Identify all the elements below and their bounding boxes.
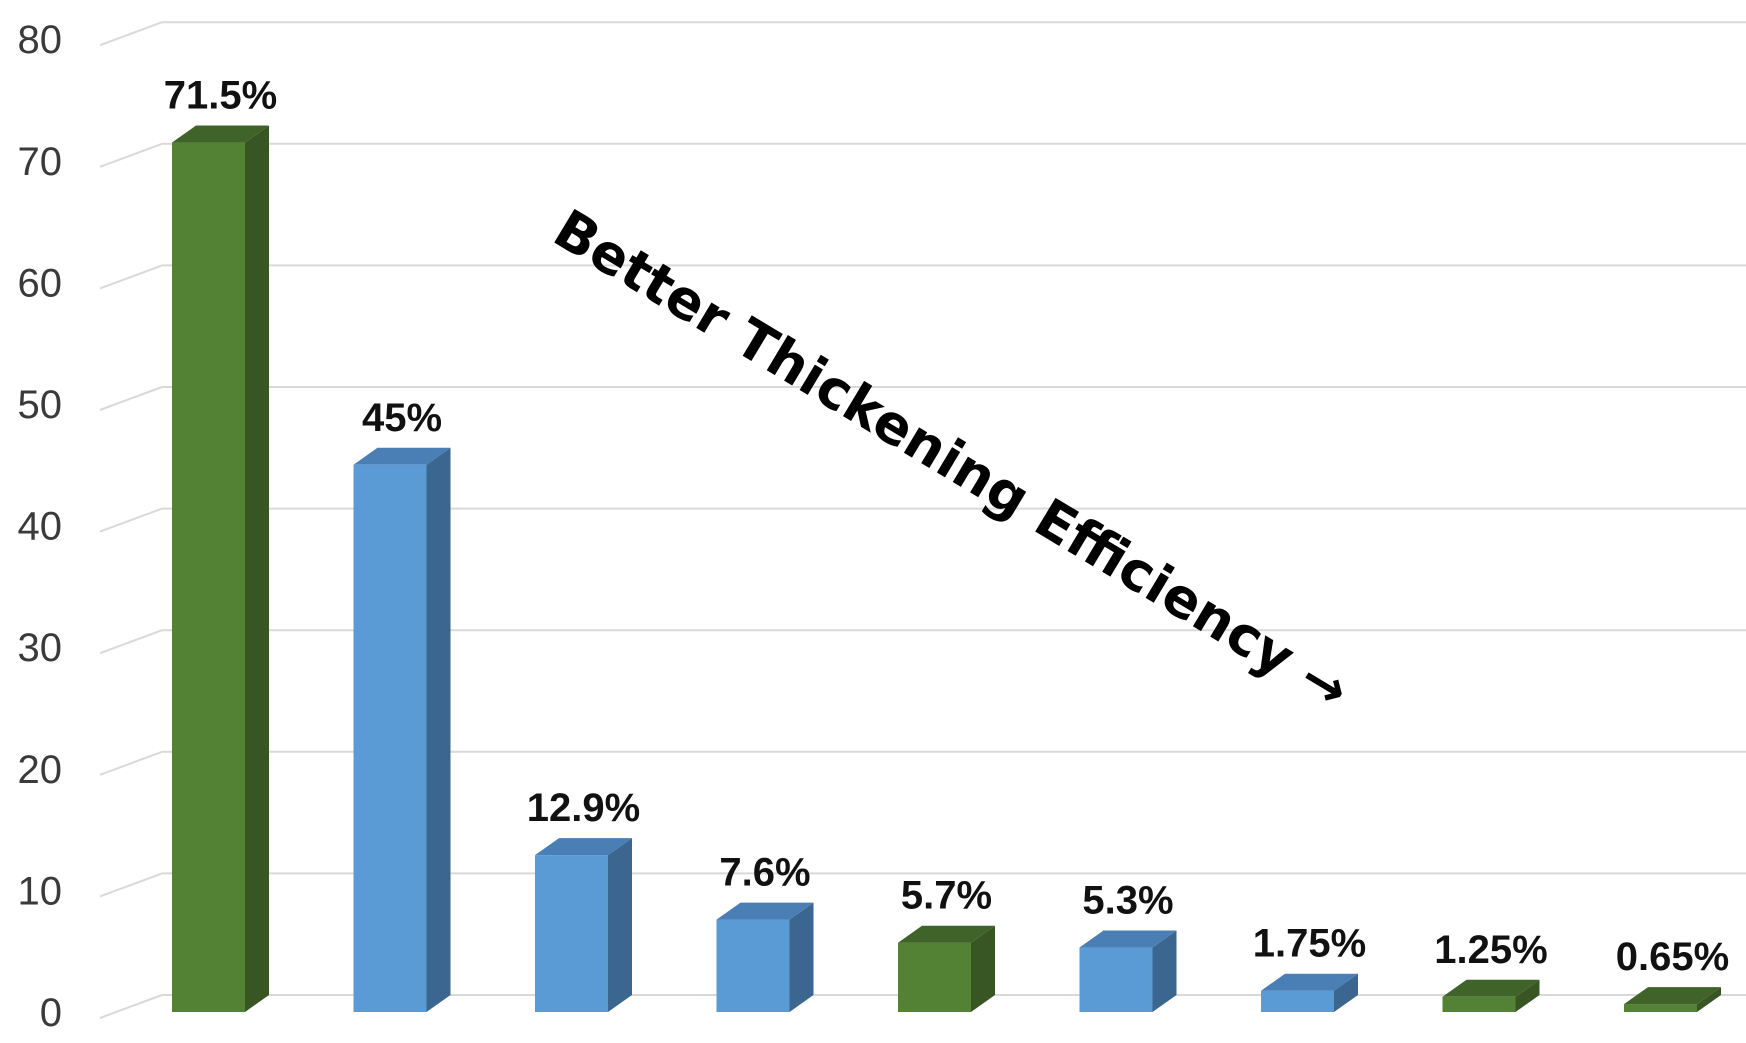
bar-5 bbox=[898, 925, 995, 1012]
bar-top bbox=[353, 447, 451, 465]
bar-front bbox=[1079, 947, 1153, 1012]
bar-side bbox=[789, 902, 814, 1012]
gridline-depth-70 bbox=[99, 142, 163, 168]
y-tick-label: 30 bbox=[18, 626, 63, 670]
bar-front bbox=[898, 942, 971, 1012]
bar-side bbox=[1697, 987, 1721, 1012]
bar-top bbox=[1261, 973, 1358, 991]
bar-front bbox=[535, 855, 608, 1012]
data-label: 45% bbox=[362, 396, 442, 440]
bar-4 bbox=[716, 902, 814, 1012]
data-label: 1.75% bbox=[1253, 922, 1366, 966]
bar-top bbox=[716, 902, 814, 920]
bar-side bbox=[971, 925, 995, 1012]
bar-top bbox=[1624, 987, 1721, 1005]
gridline-depth-0 bbox=[99, 994, 163, 1019]
bar-side bbox=[426, 447, 451, 1012]
y-tick-label: 20 bbox=[18, 748, 63, 792]
bar-front bbox=[716, 919, 790, 1012]
bar-6 bbox=[1079, 930, 1177, 1012]
bar-9 bbox=[1624, 987, 1721, 1012]
bar-3 bbox=[535, 838, 632, 1012]
data-label: 71.5% bbox=[164, 74, 277, 118]
bar-top bbox=[172, 125, 269, 143]
bar-top bbox=[898, 925, 995, 943]
bar-1 bbox=[172, 125, 269, 1012]
y-tick-label: 50 bbox=[18, 383, 63, 427]
gridline-depth-40 bbox=[99, 507, 163, 533]
data-label: 12.9% bbox=[527, 786, 640, 830]
data-label: 1.25% bbox=[1434, 928, 1547, 972]
data-label: 5.3% bbox=[1082, 879, 1173, 923]
y-tick-label: 60 bbox=[18, 261, 63, 305]
gridline-depth-80 bbox=[99, 21, 163, 47]
bar-front bbox=[1261, 990, 1334, 1012]
bar-front bbox=[1442, 996, 1516, 1012]
bar-side bbox=[245, 125, 269, 1012]
bar-top bbox=[535, 838, 632, 856]
gridline-depth-30 bbox=[99, 629, 163, 655]
bar-front bbox=[1624, 1004, 1697, 1012]
bar-front bbox=[172, 142, 245, 1012]
bar-side bbox=[1152, 930, 1177, 1012]
bars bbox=[172, 125, 1721, 1012]
gridlines bbox=[99, 21, 1746, 1019]
data-label: 7.6% bbox=[719, 851, 810, 895]
gridline-depth-60 bbox=[99, 264, 163, 290]
y-tick-label: 0 bbox=[40, 991, 62, 1035]
y-tick-label: 80 bbox=[18, 18, 63, 62]
annotation-text: Better Thickening Efficiency → bbox=[543, 197, 1360, 722]
bar-top bbox=[1079, 930, 1177, 948]
data-label: 0.65% bbox=[1616, 935, 1729, 979]
y-tick-label: 70 bbox=[18, 140, 63, 184]
y-tick-label: 10 bbox=[18, 869, 63, 913]
data-labels: 71.5% 45% 12.9% 7.6% 5.7% 5.3% 1.75% 1.25% 0.65% bbox=[164, 74, 1729, 980]
bar-7 bbox=[1261, 973, 1358, 1012]
bar-front bbox=[353, 464, 427, 1012]
y-tick-label: 40 bbox=[18, 505, 63, 549]
data-label: 5.7% bbox=[901, 874, 992, 918]
gridline-depth-50 bbox=[99, 386, 163, 411]
y-axis-ticks: 0 10 20 30 40 50 60 70 80 bbox=[18, 18, 63, 1035]
gridline-depth-20 bbox=[99, 750, 163, 776]
bar-side bbox=[1515, 979, 1540, 1012]
gridline-depth-10 bbox=[99, 872, 163, 898]
bar-side bbox=[608, 838, 632, 1012]
bar-8 bbox=[1442, 979, 1540, 1012]
bar-2 bbox=[353, 447, 451, 1012]
bar-side bbox=[1334, 973, 1358, 1012]
bar-top bbox=[1442, 979, 1540, 997]
